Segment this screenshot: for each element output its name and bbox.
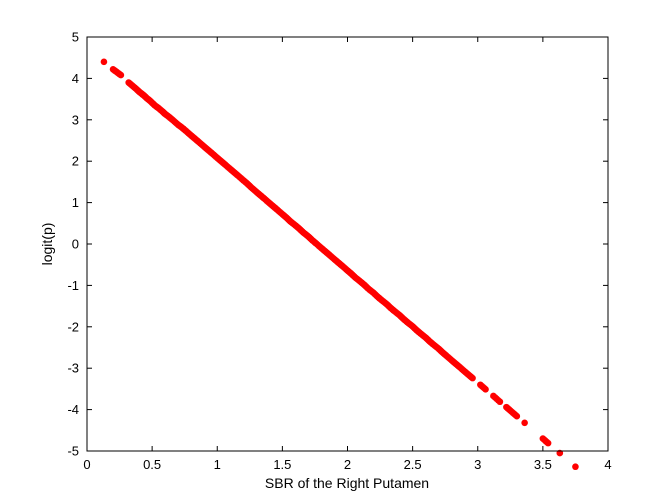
data-point — [100, 58, 108, 66]
data-point — [117, 71, 125, 79]
x-tick-label: 3.5 — [534, 457, 552, 472]
y-tick-label: 3 — [72, 112, 79, 127]
y-tick-label: -1 — [67, 278, 79, 293]
data-points — [100, 58, 579, 471]
x-axis-label: SBR of the Right Putamen — [265, 475, 429, 491]
x-tick-label: 3 — [474, 457, 481, 472]
y-tick-label: 2 — [72, 154, 79, 169]
x-tick-label: 0.5 — [143, 457, 161, 472]
data-point — [496, 398, 504, 406]
axis-ticks: 0 0.5 1 1.5 2 2.5 3 3.5 4 -5 -4 -3 -2 -1 0 1 2 3 4 5 — [67, 30, 611, 473]
y-tick-label: 4 — [72, 71, 79, 86]
x-tick-label: 4 — [604, 457, 611, 472]
data-point — [482, 386, 489, 393]
data-point — [544, 439, 552, 447]
x-tick-label: 2 — [344, 457, 351, 472]
y-tick-label: 0 — [72, 237, 79, 252]
x-tick-label: 1 — [214, 457, 221, 472]
y-tick-label: 5 — [72, 30, 79, 45]
y-tick-label: -2 — [67, 319, 79, 334]
x-tick-label: 2.5 — [404, 457, 422, 472]
y-axis-label: logit(p) — [39, 223, 55, 266]
plot-frame — [86, 36, 609, 452]
y-tick-label: -3 — [67, 361, 79, 376]
y-tick-label: 1 — [72, 195, 79, 210]
data-point — [469, 374, 476, 382]
data-point — [572, 463, 579, 471]
y-tick-label: -5 — [67, 444, 79, 459]
x-tick-label: 0 — [83, 457, 90, 472]
data-point — [521, 419, 528, 427]
data-point — [513, 412, 521, 420]
x-tick-label: 1.5 — [273, 457, 291, 472]
y-tick-label: -4 — [67, 402, 79, 417]
